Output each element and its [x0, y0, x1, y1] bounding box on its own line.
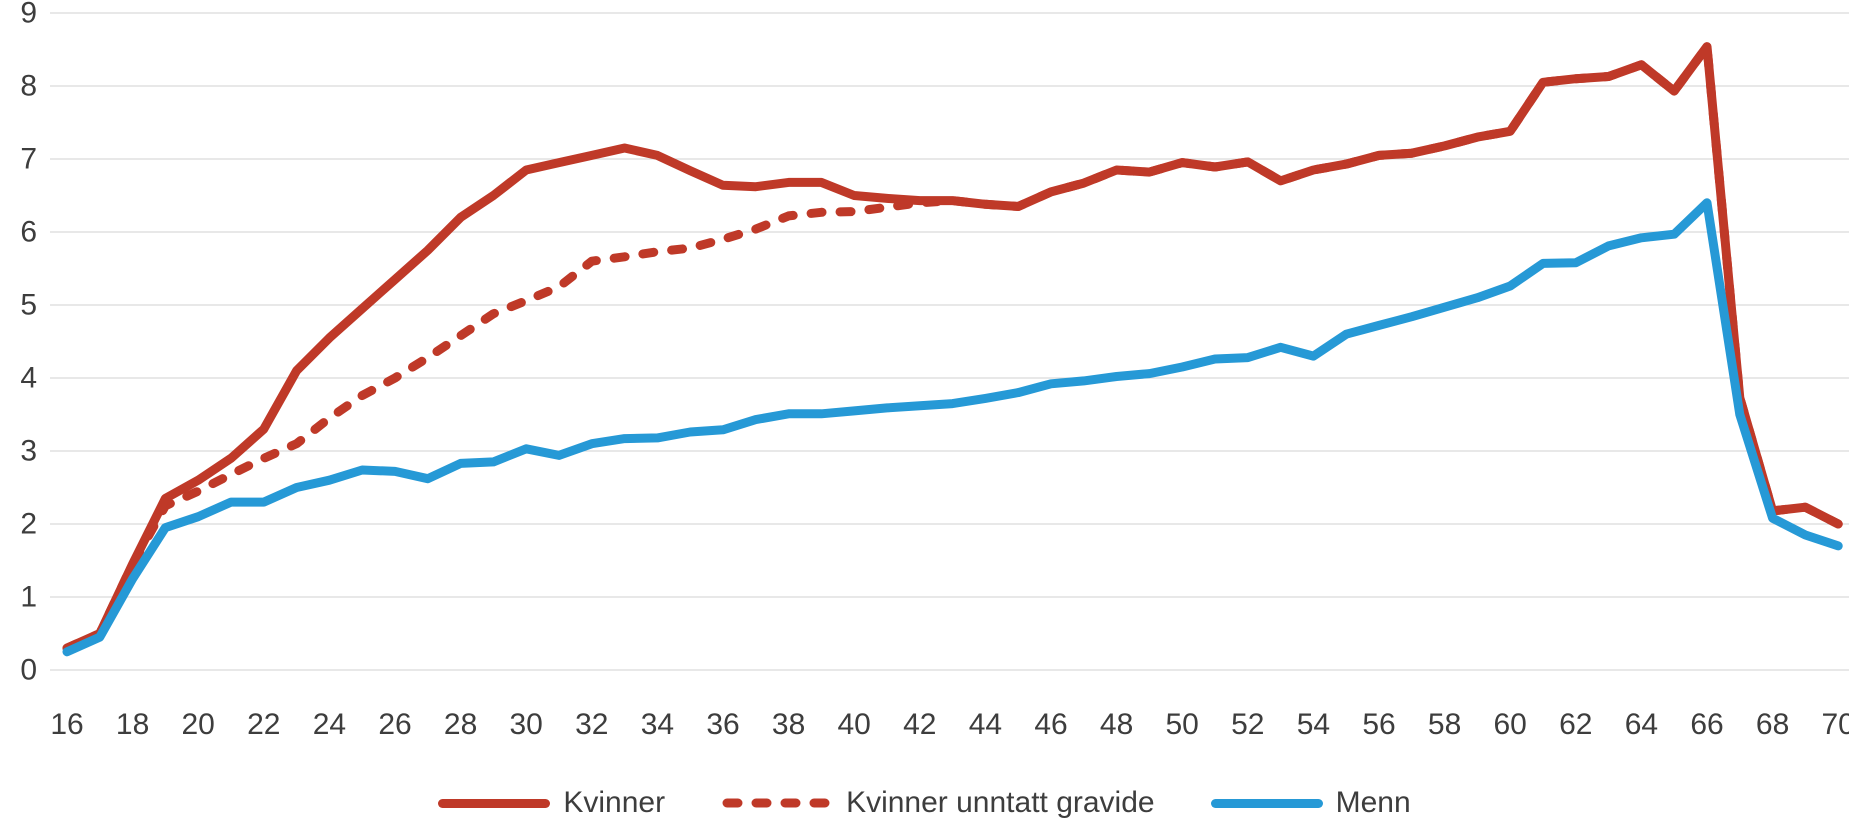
x-tick-label: 34 [641, 708, 674, 741]
x-tick-label: 48 [1100, 708, 1133, 741]
series-line-kvinner-unntatt-gravide [62, 42, 1843, 653]
x-tick-label: 38 [772, 708, 805, 741]
y-tick-label: 7 [20, 143, 37, 176]
x-tick-label: 46 [1034, 708, 1067, 741]
y-tick-label: 6 [20, 216, 37, 249]
x-tick-label: 58 [1428, 708, 1461, 741]
y-tick-label: 3 [20, 435, 37, 468]
x-tick-label: 26 [378, 708, 411, 741]
x-tick-label: 30 [510, 708, 543, 741]
x-tick-label: 44 [969, 708, 1002, 741]
x-tick-label: 62 [1559, 708, 1592, 741]
x-tick-label: 36 [706, 708, 739, 741]
x-tick-label: 66 [1690, 708, 1723, 741]
y-tick-label: 2 [20, 508, 37, 541]
y-tick-label: 8 [20, 70, 37, 103]
x-tick-label: 28 [444, 708, 477, 741]
x-tick-label: 52 [1231, 708, 1264, 741]
x-tick-label: 56 [1362, 708, 1395, 741]
y-tick-label: 0 [20, 654, 37, 687]
series-line-kvinner [62, 42, 1843, 653]
series-line-menn [62, 198, 1843, 657]
y-tick-label: 5 [20, 289, 37, 322]
y-tick-label: 4 [20, 362, 37, 395]
y-tick-label: 1 [20, 581, 37, 614]
x-tick-label: 50 [1166, 708, 1199, 741]
x-tick-label: 42 [903, 708, 936, 741]
x-tick-label: 70 [1822, 708, 1849, 741]
x-tick-label: 68 [1756, 708, 1789, 741]
x-tick-label: 18 [116, 708, 149, 741]
x-tick-label: 60 [1494, 708, 1527, 741]
x-tick-label: 54 [1297, 708, 1330, 741]
x-tick-label: 64 [1625, 708, 1658, 741]
y-tick-label: 9 [20, 0, 37, 30]
x-tick-label: 16 [50, 708, 83, 741]
x-tick-label: 24 [313, 708, 346, 741]
x-tick-label: 20 [182, 708, 215, 741]
x-tick-label: 22 [247, 708, 280, 741]
x-tick-label: 32 [575, 708, 608, 741]
x-tick-label: 40 [838, 708, 871, 741]
